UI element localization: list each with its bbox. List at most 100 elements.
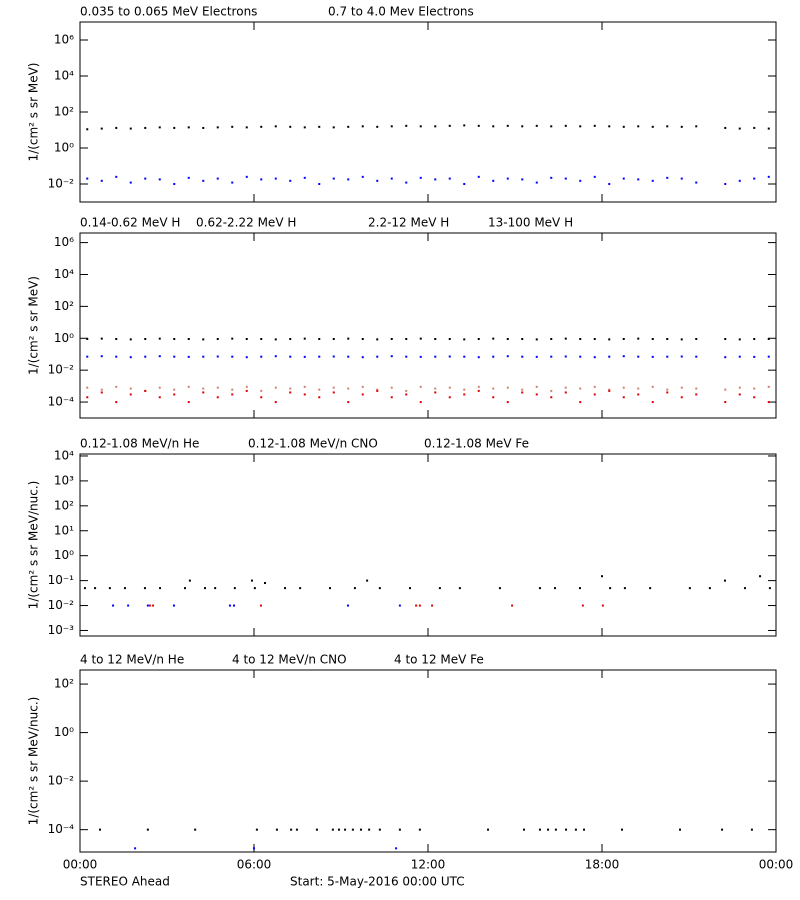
data-point	[274, 355, 277, 358]
data-point	[593, 356, 596, 359]
data-point	[337, 828, 340, 831]
data-point	[721, 828, 724, 831]
data-point	[419, 125, 422, 128]
data-point	[398, 604, 401, 607]
data-point	[173, 126, 176, 129]
data-point	[245, 338, 248, 341]
data-point	[144, 389, 147, 392]
data-point	[100, 337, 103, 340]
data-point	[86, 128, 89, 131]
data-point	[253, 587, 256, 590]
data-point	[621, 828, 624, 831]
data-point	[666, 176, 669, 179]
data-point	[318, 396, 321, 399]
data-point	[289, 387, 292, 390]
y-axis-label: 1/(cm² s sr MeV/nuc.)	[27, 481, 41, 610]
data-point	[253, 847, 255, 850]
data-point	[303, 337, 306, 340]
data-point	[753, 387, 756, 390]
data-point	[315, 828, 318, 831]
data-point	[332, 177, 335, 180]
data-point	[187, 338, 190, 341]
legend-entry: 4 to 12 MeV Fe	[394, 653, 484, 667]
data-point	[448, 124, 451, 127]
data-point	[601, 604, 604, 607]
y-tick-label: 10²	[54, 105, 74, 119]
data-point	[390, 338, 393, 341]
data-point	[477, 338, 480, 341]
data-point	[361, 356, 364, 359]
data-point	[378, 828, 381, 831]
y-tick-label: 10²	[54, 677, 74, 691]
data-point	[767, 338, 770, 341]
y-axis-label: 1/(cm² s sr MeV)	[27, 276, 41, 375]
legend-entry: 0.62-2.22 MeV H	[196, 216, 296, 230]
data-point	[264, 582, 267, 585]
data-point	[680, 125, 683, 128]
data-point	[753, 355, 756, 358]
y-tick-label: 10⁶	[54, 235, 74, 249]
data-point	[535, 393, 538, 396]
data-point	[458, 587, 461, 590]
data-point	[651, 401, 654, 404]
data-point	[295, 828, 298, 831]
data-point	[376, 355, 379, 358]
data-point	[328, 587, 331, 590]
data-point	[86, 177, 89, 180]
data-point	[303, 355, 306, 358]
data-point	[581, 604, 584, 607]
data-point	[521, 338, 524, 341]
data-point	[637, 355, 640, 358]
data-point	[593, 393, 596, 396]
data-point	[622, 355, 625, 358]
data-point	[353, 587, 356, 590]
data-point	[129, 387, 132, 390]
data-point	[434, 391, 437, 394]
data-point	[738, 338, 741, 341]
data-point	[753, 126, 756, 129]
data-point	[680, 177, 683, 180]
y-tick-label: 10⁻⁴	[48, 395, 75, 409]
data-point	[506, 177, 509, 180]
y-tick-label: 10²	[54, 498, 74, 512]
data-point	[216, 355, 219, 358]
data-point	[108, 587, 111, 590]
data-point	[86, 386, 89, 389]
data-point	[750, 828, 753, 831]
data-point	[146, 828, 149, 831]
data-point	[492, 337, 495, 340]
data-point	[434, 338, 437, 341]
data-point	[332, 386, 335, 389]
data-point	[245, 385, 248, 388]
data-point	[202, 391, 205, 394]
data-point	[202, 179, 205, 182]
data-point	[274, 125, 277, 128]
data-point	[666, 338, 669, 341]
data-point	[347, 178, 350, 181]
data-point	[419, 176, 422, 179]
x-tick-label: 12:00	[411, 858, 446, 872]
data-point	[419, 401, 422, 404]
data-point	[724, 338, 727, 341]
data-point	[187, 401, 190, 404]
data-point	[477, 124, 480, 127]
data-point	[260, 125, 263, 128]
data-point	[332, 126, 335, 129]
data-point	[202, 387, 205, 390]
data-point	[86, 355, 89, 358]
legend-entry: 0.12-1.08 MeV Fe	[424, 437, 529, 451]
data-point	[608, 125, 611, 128]
y-tick-label: 10¹	[54, 523, 74, 537]
data-point	[378, 587, 381, 590]
data-point	[255, 828, 258, 831]
data-point	[724, 401, 727, 404]
data-point	[535, 385, 538, 388]
data-point	[129, 338, 132, 341]
data-point	[651, 385, 654, 388]
y-axis-label: 1/(cm² s sr MeV/nuc.)	[27, 697, 41, 826]
data-point	[550, 338, 553, 341]
data-point	[521, 391, 524, 394]
y-axis-label: 1/(cm² s sr MeV)	[27, 63, 41, 162]
data-point	[554, 828, 557, 831]
data-point	[547, 828, 550, 831]
